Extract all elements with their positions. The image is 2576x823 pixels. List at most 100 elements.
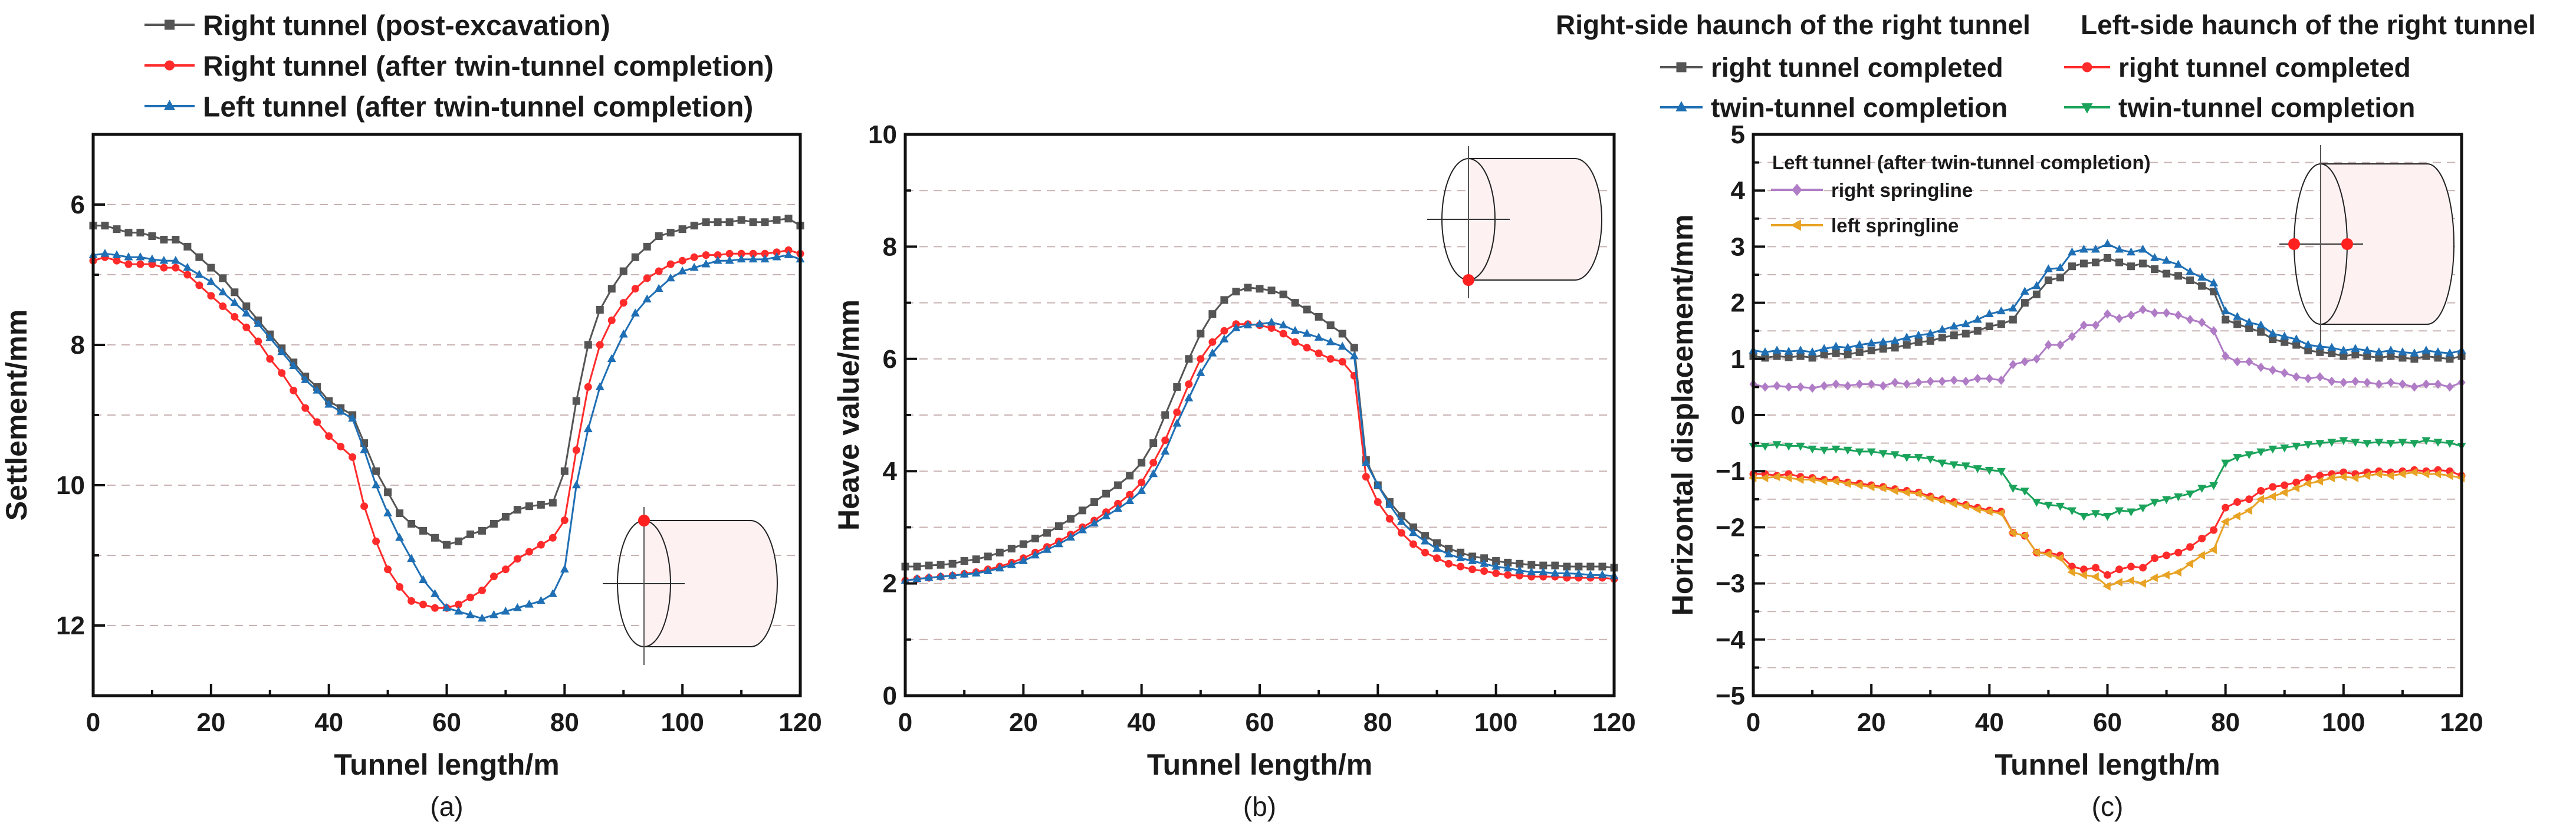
data-point xyxy=(2363,345,2372,354)
data-point xyxy=(148,232,156,241)
data-point xyxy=(2410,440,2419,448)
data-point xyxy=(2186,490,2195,499)
legend-label: Left tunnel (after twin-tunnel completio… xyxy=(203,91,753,123)
data-point xyxy=(1338,358,1346,366)
data-point xyxy=(2174,272,2183,280)
data-point xyxy=(713,255,722,264)
tunnel-inset-diagram xyxy=(2279,145,2455,350)
data-point xyxy=(1984,507,1993,516)
data-point xyxy=(301,375,310,383)
data-point xyxy=(2233,357,2242,367)
data-point xyxy=(442,603,451,611)
data-point xyxy=(2055,263,2065,271)
data-point xyxy=(1114,481,1122,489)
data-point xyxy=(1126,472,1134,480)
data-point xyxy=(571,480,581,489)
data-point xyxy=(572,446,580,454)
data-point xyxy=(2186,267,2195,275)
data-point xyxy=(2209,482,2219,490)
data-point xyxy=(2292,334,2301,343)
data-point xyxy=(1843,446,1852,455)
data-point xyxy=(2291,483,2300,493)
data-point xyxy=(2374,347,2384,355)
data-point xyxy=(1937,325,1947,333)
tunnel-inset-diagram xyxy=(1427,146,1602,298)
data-point xyxy=(1926,328,1935,337)
data-point xyxy=(1326,321,1335,330)
data-point xyxy=(1773,381,1781,391)
data-point xyxy=(1961,330,1970,338)
data-point xyxy=(1550,568,1560,577)
data-point xyxy=(1243,320,1253,328)
data-point xyxy=(337,443,345,451)
data-point xyxy=(2422,379,2430,389)
data-point xyxy=(1255,319,1264,328)
data-point xyxy=(2351,344,2360,352)
data-point xyxy=(1208,310,1217,318)
data-point xyxy=(2257,328,2265,336)
data-point xyxy=(1267,317,1276,326)
data-point xyxy=(501,513,510,521)
data-point xyxy=(2362,471,2371,480)
data-point xyxy=(2104,254,2111,262)
y-tick-label: 10 xyxy=(868,120,897,149)
data-point xyxy=(548,534,557,542)
data-point xyxy=(761,218,769,226)
data-point xyxy=(231,288,239,297)
data-point xyxy=(2209,326,2218,336)
data-point xyxy=(1843,343,1852,351)
data-point xyxy=(1161,446,1170,455)
x-tick-label: 20 xyxy=(196,708,225,737)
data-point xyxy=(2174,493,2183,502)
data-point xyxy=(2115,314,2124,324)
data-point xyxy=(1208,348,1217,357)
data-point xyxy=(2032,281,2041,289)
data-point xyxy=(1819,344,1829,352)
data-point xyxy=(1878,337,1888,345)
data-point xyxy=(2304,340,2313,348)
x-tick-label: 120 xyxy=(2440,708,2483,737)
data-point xyxy=(1456,553,1466,562)
y-tick-label: 8 xyxy=(71,331,85,360)
data-point xyxy=(1902,333,1911,341)
data-point xyxy=(2068,262,2076,271)
data-point xyxy=(1444,549,1453,558)
data-point xyxy=(489,519,498,528)
y-tick-label: 2 xyxy=(883,569,897,598)
data-point xyxy=(419,526,428,535)
data-point xyxy=(2139,259,2147,268)
data-point xyxy=(995,548,1004,557)
data-point xyxy=(2068,331,2076,341)
data-point xyxy=(2351,439,2360,447)
monitoring-point-marker xyxy=(2341,238,2353,250)
data-point xyxy=(2151,554,2159,562)
data-point xyxy=(2127,310,2135,320)
data-point xyxy=(1984,466,1994,475)
data-point xyxy=(2328,349,2336,357)
data-point xyxy=(2173,568,2181,577)
data-point xyxy=(242,308,251,317)
series-line xyxy=(1753,471,2462,588)
data-point xyxy=(207,292,215,300)
data-point xyxy=(1819,446,1829,455)
data-point xyxy=(1973,505,1981,514)
data-point xyxy=(548,499,557,507)
data-point xyxy=(419,575,428,583)
data-point xyxy=(1784,443,1793,451)
data-point xyxy=(136,229,144,237)
series-0 xyxy=(89,215,804,549)
data-point xyxy=(2433,439,2443,447)
data-point xyxy=(678,225,686,233)
data-point xyxy=(2410,382,2419,392)
data-point xyxy=(678,266,687,275)
data-point xyxy=(690,222,698,230)
data-point xyxy=(489,610,498,618)
data-point xyxy=(2338,472,2347,482)
data-point xyxy=(2222,503,2230,512)
data-point xyxy=(1950,331,1958,340)
x-tick-label: 20 xyxy=(1857,708,1886,737)
data-point xyxy=(2091,564,2099,572)
legend-marker xyxy=(1675,101,1687,111)
data-point xyxy=(219,302,227,311)
data-point xyxy=(2315,476,2324,486)
